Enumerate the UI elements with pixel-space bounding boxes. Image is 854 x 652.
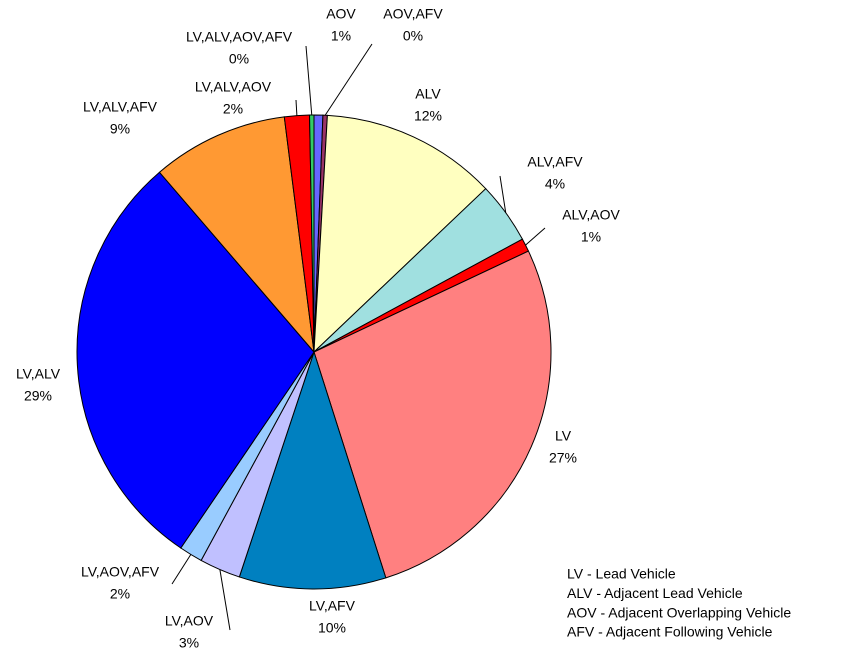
slice-label: AOV (326, 6, 356, 22)
legend-note: ALV - Adjacent Lead Vehicle (567, 585, 743, 601)
slice-percent: 4% (545, 176, 565, 192)
pie-slice (158, 116, 315, 354)
leader-line (219, 569, 231, 631)
pie-slice (313, 250, 552, 579)
slice-label: LV,ALV (16, 366, 61, 382)
slice-label: ALV,AOV (562, 207, 620, 223)
slice-label: LV,AOV (165, 613, 214, 629)
leader-line (171, 554, 192, 585)
slice-percent: 12% (414, 108, 442, 124)
leader-line (295, 99, 298, 116)
slice-percent: 29% (24, 388, 52, 404)
slice-percent: 1% (581, 229, 601, 245)
slice-label: ALV,AFV (527, 154, 583, 170)
legend-note: LV - Lead Vehicle (567, 566, 676, 582)
slice-label: LV,ALV,AFV (83, 99, 158, 115)
slice-percent: 2% (223, 101, 243, 117)
slice-label: AOV,AFV (383, 6, 443, 22)
slice-percent: 2% (110, 586, 130, 602)
slice-percent: 9% (110, 121, 130, 137)
legend-note: AFV - Adjacent Following Vehicle (567, 624, 773, 640)
leader-line (324, 43, 373, 116)
slice-label: LV,ALV,AOV,AFV (186, 29, 293, 45)
slice-percent: 10% (318, 620, 346, 636)
pie-slice (313, 114, 487, 354)
slice-percent: 1% (331, 28, 351, 44)
slice-label: LV,AOV,AFV (81, 564, 160, 580)
slice-label: LV (555, 428, 572, 444)
slice-percent: 3% (179, 635, 199, 651)
leader-line (525, 227, 546, 246)
slice-label: ALV (415, 86, 441, 102)
leader-line (499, 175, 507, 213)
pie-slice (238, 350, 387, 590)
slice-label: LV,AFV (309, 598, 356, 614)
slice-percent: 0% (403, 28, 423, 44)
slice-percent: 27% (549, 450, 577, 466)
slice-percent: 0% (229, 51, 249, 67)
legend-note: AOV - Adjacent Overlapping Vehicle (567, 604, 791, 620)
pie-slice (76, 171, 315, 549)
leader-line (305, 45, 313, 116)
slice-label: LV,ALV,AOV (195, 79, 272, 95)
